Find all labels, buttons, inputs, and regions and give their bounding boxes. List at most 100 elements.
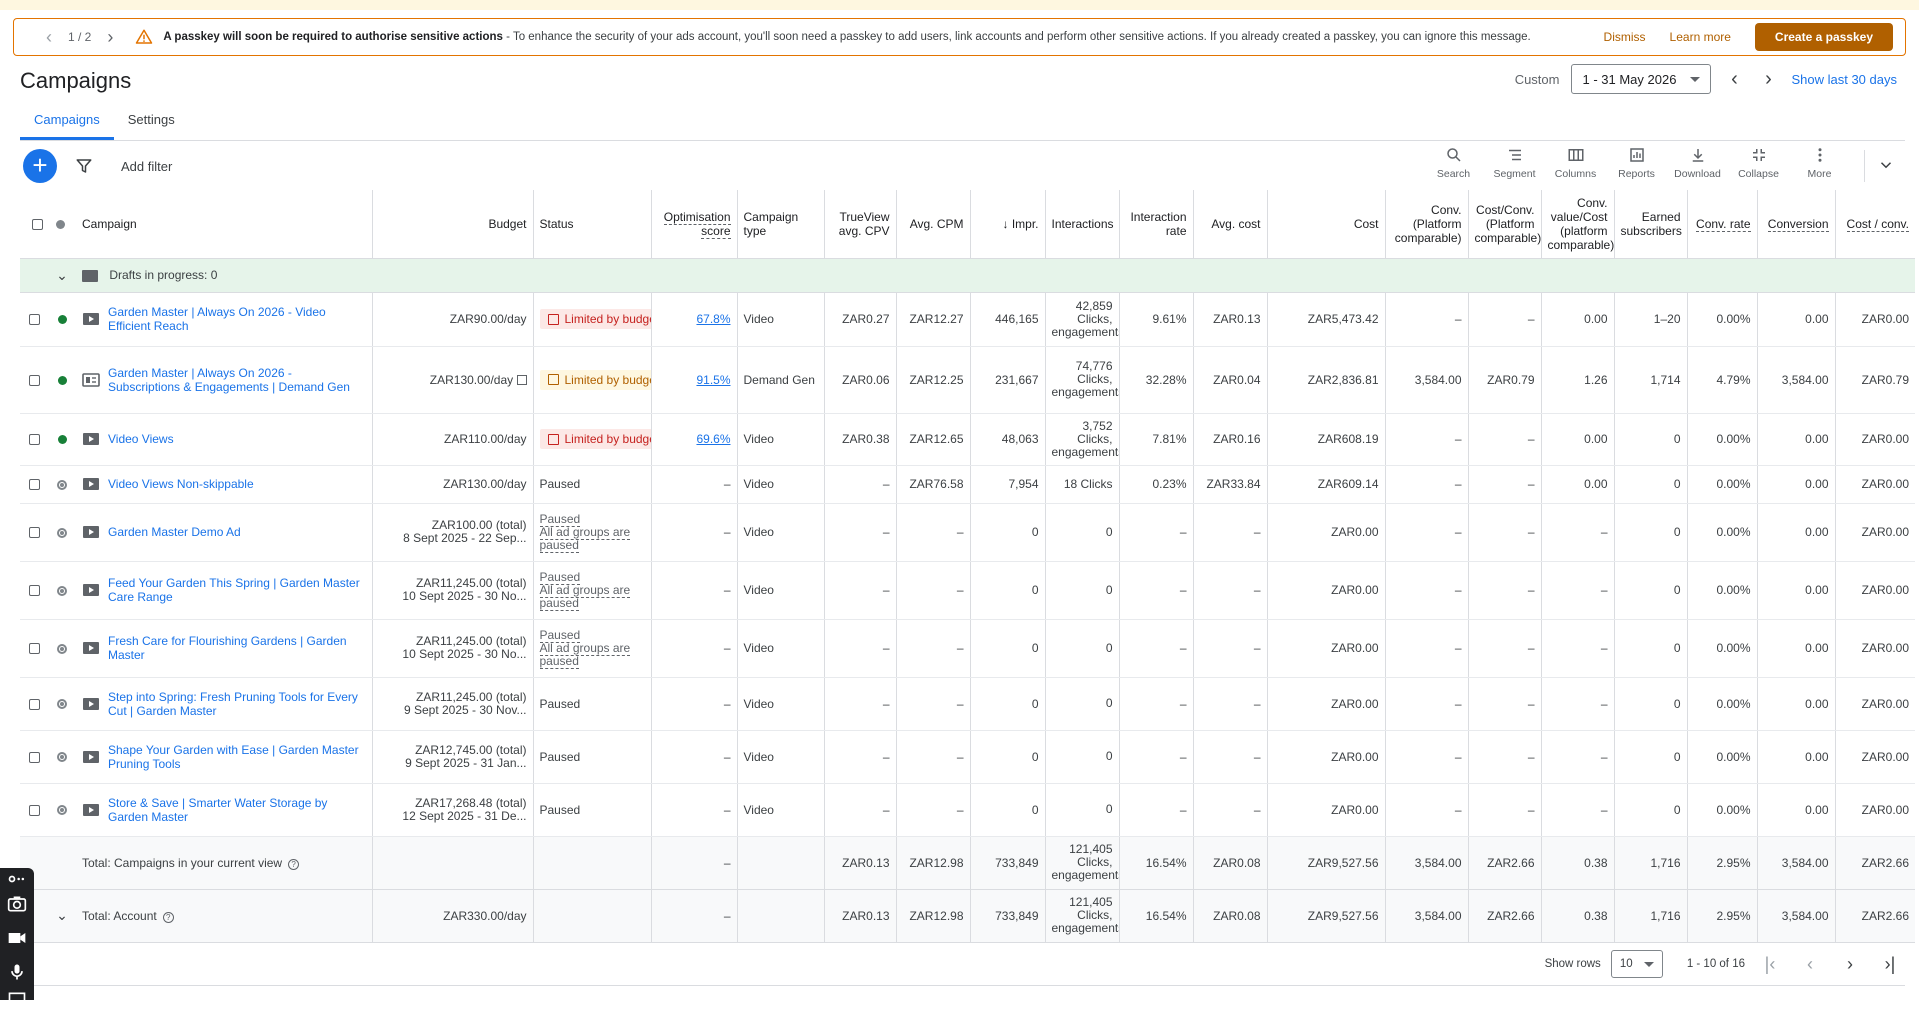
row-status-dot-cell[interactable] [48, 561, 76, 620]
row-checkbox[interactable] [28, 585, 40, 597]
row-checkbox-cell[interactable] [20, 561, 48, 620]
row-checkbox[interactable] [28, 479, 40, 491]
status-dot-icon[interactable] [57, 375, 67, 385]
drafts-expand[interactable]: ⌄ [48, 258, 76, 293]
row-checkbox-cell[interactable] [20, 465, 48, 504]
status-dot-icon[interactable] [57, 699, 67, 710]
learn-more-link[interactable]: Learn more [1669, 30, 1731, 44]
campaign-name-link[interactable]: Garden Master | Always On 2026 - Video E… [108, 305, 326, 333]
row-checkbox-cell[interactable] [20, 677, 48, 731]
optimisation-score[interactable]: 67.8% [696, 312, 731, 326]
limited-by-budget-badge[interactable]: Limited by budget [539, 429, 650, 449]
row-checkbox-cell[interactable] [20, 730, 48, 784]
campaign-name-link[interactable]: Video Views Non-skippable [108, 477, 254, 491]
row-checkbox[interactable] [28, 698, 40, 710]
row-checkbox-cell[interactable] [20, 503, 48, 562]
last-page-icon[interactable]: ›| [1884, 953, 1896, 974]
campaign-name-link[interactable]: Step into Spring: Fresh Pruning Tools fo… [108, 689, 358, 718]
row-checkbox-cell[interactable] [20, 346, 48, 414]
microphone-icon[interactable] [7, 962, 27, 982]
header-cost-per-conv[interactable]: Cost / conv. [1835, 190, 1915, 259]
status-dot-icon[interactable] [57, 752, 67, 763]
header-interaction-rate[interactable]: Interaction rate [1119, 190, 1194, 259]
drafts-row[interactable]: ⌄ Drafts in progress: 0 [20, 258, 1915, 293]
columns-tool[interactable]: Columns [1545, 146, 1606, 180]
row-checkbox[interactable] [28, 751, 40, 763]
widget-menu-icon[interactable] [7, 872, 27, 886]
row-checkbox[interactable] [28, 527, 40, 539]
table-row[interactable]: Shape Your Garden with Ease | Garden Mas… [20, 730, 1915, 784]
table-row[interactable]: Video Views Non-skippable ZAR130.00/day … [20, 465, 1915, 504]
header-campaign[interactable]: Campaign [76, 190, 373, 259]
add-campaign-button[interactable]: + [23, 149, 57, 183]
chevron-down-icon[interactable]: ⌄ [56, 266, 68, 283]
status-dot-icon[interactable] [57, 527, 67, 538]
status-filter-dot-icon[interactable] [56, 220, 65, 230]
chevron-down-icon[interactable]: ⌄ [56, 907, 68, 923]
status-detail[interactable]: All ad groups are paused [539, 640, 631, 669]
tab-campaigns[interactable]: Campaigns [20, 108, 114, 140]
dismiss-link[interactable]: Dismiss [1603, 30, 1646, 44]
status-dot-icon[interactable] [57, 315, 67, 325]
row-checkbox[interactable] [28, 374, 40, 386]
budget-chart-icon[interactable] [516, 375, 527, 386]
row-status-dot-cell[interactable] [48, 783, 76, 837]
add-filter-button[interactable]: Add filter [121, 158, 173, 174]
chevron-left-icon[interactable]: ‹ [46, 26, 52, 47]
table-row[interactable]: Store & Save | Smarter Water Storage by … [20, 783, 1915, 837]
reports-tool[interactable]: Reports [1606, 146, 1667, 180]
row-status-dot-cell[interactable] [48, 413, 76, 466]
header-cost[interactable]: Cost [1267, 190, 1386, 259]
rows-per-page-select[interactable]: 10 [1610, 950, 1663, 978]
camera-icon[interactable] [7, 894, 27, 914]
header-conversion[interactable]: Conversion [1757, 190, 1836, 259]
budget-amount[interactable]: ZAR130.00/day [429, 372, 514, 387]
help-icon[interactable]: ? [162, 911, 174, 923]
create-passkey-button[interactable]: Create a passkey [1754, 23, 1893, 51]
video-icon[interactable] [7, 928, 27, 948]
row-checkbox[interactable] [28, 314, 40, 326]
campaign-name-link[interactable]: Video Views [108, 432, 174, 446]
table-row[interactable]: Garden Master | Always On 2026 - Subscri… [20, 346, 1915, 414]
row-checkbox[interactable] [28, 643, 40, 655]
header-cost-conv-platform[interactable]: Cost/Conv. (Platform comparable) [1468, 190, 1542, 259]
header-budget[interactable]: Budget [372, 190, 534, 259]
screen-icon[interactable] [7, 990, 27, 1010]
budget-amount[interactable]: ZAR90.00/day [449, 312, 527, 326]
campaign-name-link[interactable]: Garden Master Demo Ad [108, 525, 241, 539]
table-row[interactable]: Fresh Care for Flourishing Gardens | Gar… [20, 619, 1915, 678]
next-period-icon[interactable]: › [1765, 67, 1772, 90]
row-checkbox-cell[interactable] [20, 783, 48, 837]
status-dot-icon[interactable] [57, 805, 67, 816]
row-status-dot-cell[interactable] [48, 503, 76, 562]
header-trueview-cpv[interactable]: TrueView avg. CPV [824, 190, 897, 259]
row-status-dot-cell[interactable] [48, 346, 76, 414]
budget-amount[interactable]: ZAR110.00/day [444, 432, 527, 446]
segment-tool[interactable]: Segment [1484, 146, 1545, 180]
campaign-name-link[interactable]: Fresh Care for Flourishing Gardens | Gar… [108, 634, 347, 662]
header-impressions[interactable]: ↓ Impr. [970, 190, 1046, 259]
status-detail[interactable]: All ad groups are paused [539, 582, 631, 611]
table-row[interactable]: Feed Your Garden This Spring | Garden Ma… [20, 561, 1915, 620]
row-checkbox[interactable] [28, 804, 40, 816]
row-status-dot-cell[interactable] [48, 292, 76, 347]
table-row[interactable]: Garden Master Demo Ad ZAR100.00 (total) 8… [20, 503, 1915, 562]
first-page-icon[interactable]: |‹ [1764, 953, 1776, 974]
row-checkbox[interactable] [28, 434, 40, 446]
budget-amount[interactable]: ZAR130.00/day [443, 477, 527, 491]
header-conv-value-cost[interactable]: Conv. value/Cost (platform comparable) [1541, 190, 1615, 259]
prev-page-icon[interactable]: ‹ [1807, 953, 1813, 974]
collapse-tool[interactable]: Collapse [1728, 146, 1789, 180]
status-dot-icon[interactable] [57, 479, 67, 490]
header-conv-platform[interactable]: Conv. (Platform comparable) [1385, 190, 1469, 259]
header-optimisation-score[interactable]: Optimisation score [651, 190, 738, 259]
show-last-30-days-link[interactable]: Show last 30 days [1791, 71, 1897, 87]
status-dot-icon[interactable] [57, 643, 67, 654]
header-status[interactable]: Status [533, 190, 652, 259]
optimisation-score[interactable]: 91.5% [696, 372, 731, 387]
status-dot-icon[interactable] [57, 585, 67, 596]
status-detail[interactable]: All ad groups are paused [539, 524, 631, 553]
filter-icon[interactable] [75, 157, 93, 175]
tab-settings[interactable]: Settings [127, 112, 175, 127]
row-checkbox-cell[interactable] [20, 619, 48, 678]
